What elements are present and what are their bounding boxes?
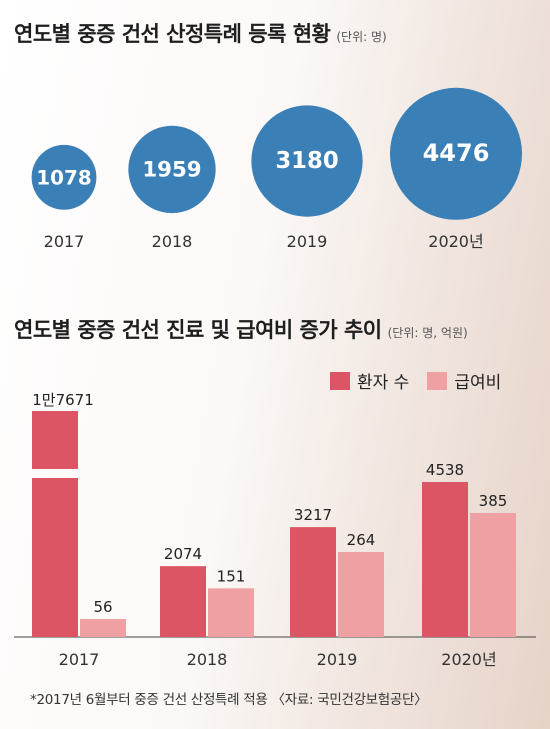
bubble-2019 [251, 105, 363, 217]
bottom-chart-title-text: 연도별 중증 건선 진료 및 급여비 증가 추이 [14, 318, 382, 342]
legend-item-patients: 환자 수 [330, 368, 409, 393]
bar-patients-label: 4538 [426, 461, 464, 479]
bar-cost-label: 385 [479, 492, 508, 510]
bubble-2017 [31, 144, 97, 210]
bar-patients-2020년 [422, 482, 468, 637]
bubble-2020년 [390, 87, 522, 220]
bar-patients-label: 3217 [294, 506, 332, 524]
bubble-chart: 1078 2017 1959 2018 3180 2019 4476 2020년 [31, 87, 522, 251]
bar-cost-label: 56 [93, 598, 112, 616]
bottom-chart-title: 연도별 중증 건선 진료 및 급여비 증가 추이 (단위: 명, 억원) [14, 314, 468, 344]
bar-patients-2019 [290, 527, 336, 637]
bottom-chart-unit: (단위: 명, 억원) [387, 326, 468, 340]
footnote: *2017년 6월부터 중증 건선 산정특례 적용 〈자료: 국민건강보험공단〉 [30, 692, 428, 708]
bar-patients-2017-top [32, 411, 78, 469]
bar-cost-2020년 [470, 513, 516, 637]
legend-label-patients: 환자 수 [357, 373, 410, 393]
bar-patients-2018 [160, 566, 206, 637]
bubble-value-label: 1078 [36, 166, 91, 189]
bubble-2018 [128, 125, 216, 214]
bubble-category-label: 2019 [287, 232, 328, 251]
top-chart-title-text: 연도별 중증 건선 산정특례 등록 현황 [14, 22, 331, 46]
top-chart-unit: (단위: 명) [336, 30, 387, 44]
bubble-category-label: 2020년 [428, 232, 483, 251]
bar-cost-2019 [338, 551, 384, 637]
bar-category-label: 2020년 [441, 650, 496, 669]
bar-patients-2017 [32, 478, 78, 637]
legend-item-cost: 급여비 [427, 368, 501, 393]
bubble-value-label: 1959 [142, 157, 201, 182]
bubble-value-label: 3180 [275, 148, 338, 174]
bar-cost-2017 [80, 618, 126, 637]
bubble-category-label: 2018 [152, 232, 193, 251]
chart-legend: 환자 수 급여비 [330, 368, 519, 393]
bubble-category-label: 2017 [44, 232, 85, 251]
legend-label-cost: 급여비 [454, 373, 502, 393]
bar-cost-label: 264 [347, 531, 376, 549]
bar-category-label: 2019 [317, 650, 358, 669]
legend-swatch-cost [427, 371, 448, 390]
bar-category-label: 2017 [59, 650, 100, 669]
legend-swatch-patients [330, 371, 350, 390]
bar-patients-label: 1만7671 [32, 391, 94, 409]
bar-cost-2018 [208, 588, 254, 637]
bar-cost-label: 151 [217, 567, 246, 585]
bar-category-label: 2018 [187, 650, 228, 669]
bar-patients-label: 2074 [164, 545, 202, 563]
bubble-value-label: 4476 [423, 139, 490, 167]
top-chart-title: 연도별 중증 건선 산정특례 등록 현황 (단위: 명) [14, 18, 387, 48]
